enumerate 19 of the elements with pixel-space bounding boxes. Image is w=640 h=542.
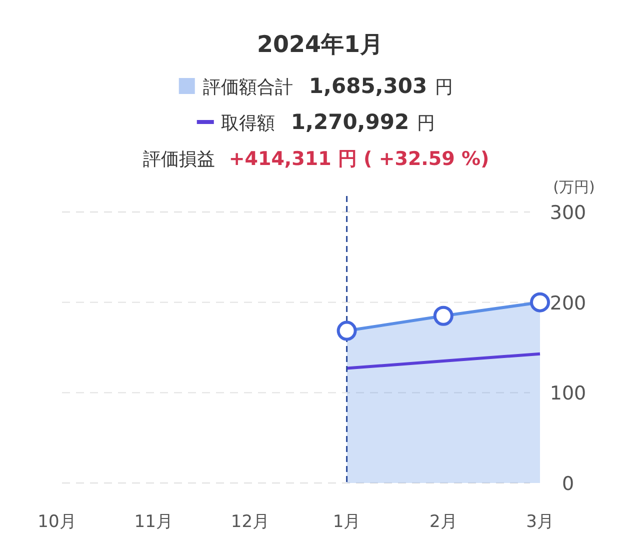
x-tick-label: 2月 [429,512,458,532]
chart-title: 2024年1月 [256,32,384,58]
y-tick-label: 100 [550,382,586,405]
x-tick-label: 1月 [332,512,361,532]
point [336,320,357,341]
text: 1,685,303 円 [308,74,454,98]
x-tick-label: 12月 [230,512,270,532]
text: +414,311 円 ( +32.59 %) [228,148,490,170]
text: 評価損益 [142,149,215,170]
y-tick-label: 200 [550,292,586,314]
y-axis-title: (万円) [553,178,595,196]
legend-label: 取得額 [220,113,275,134]
y-tick-label: 300 [550,202,586,224]
x-tick-label: 11月 [134,512,173,532]
x-tick-label: 3月 [526,512,554,532]
y-tick-label: 0 [562,473,574,495]
legend-label: 評価額合計 [202,77,293,98]
text: 1,270,992 円 [290,110,436,134]
x-tick-label: 10月 [38,512,76,532]
